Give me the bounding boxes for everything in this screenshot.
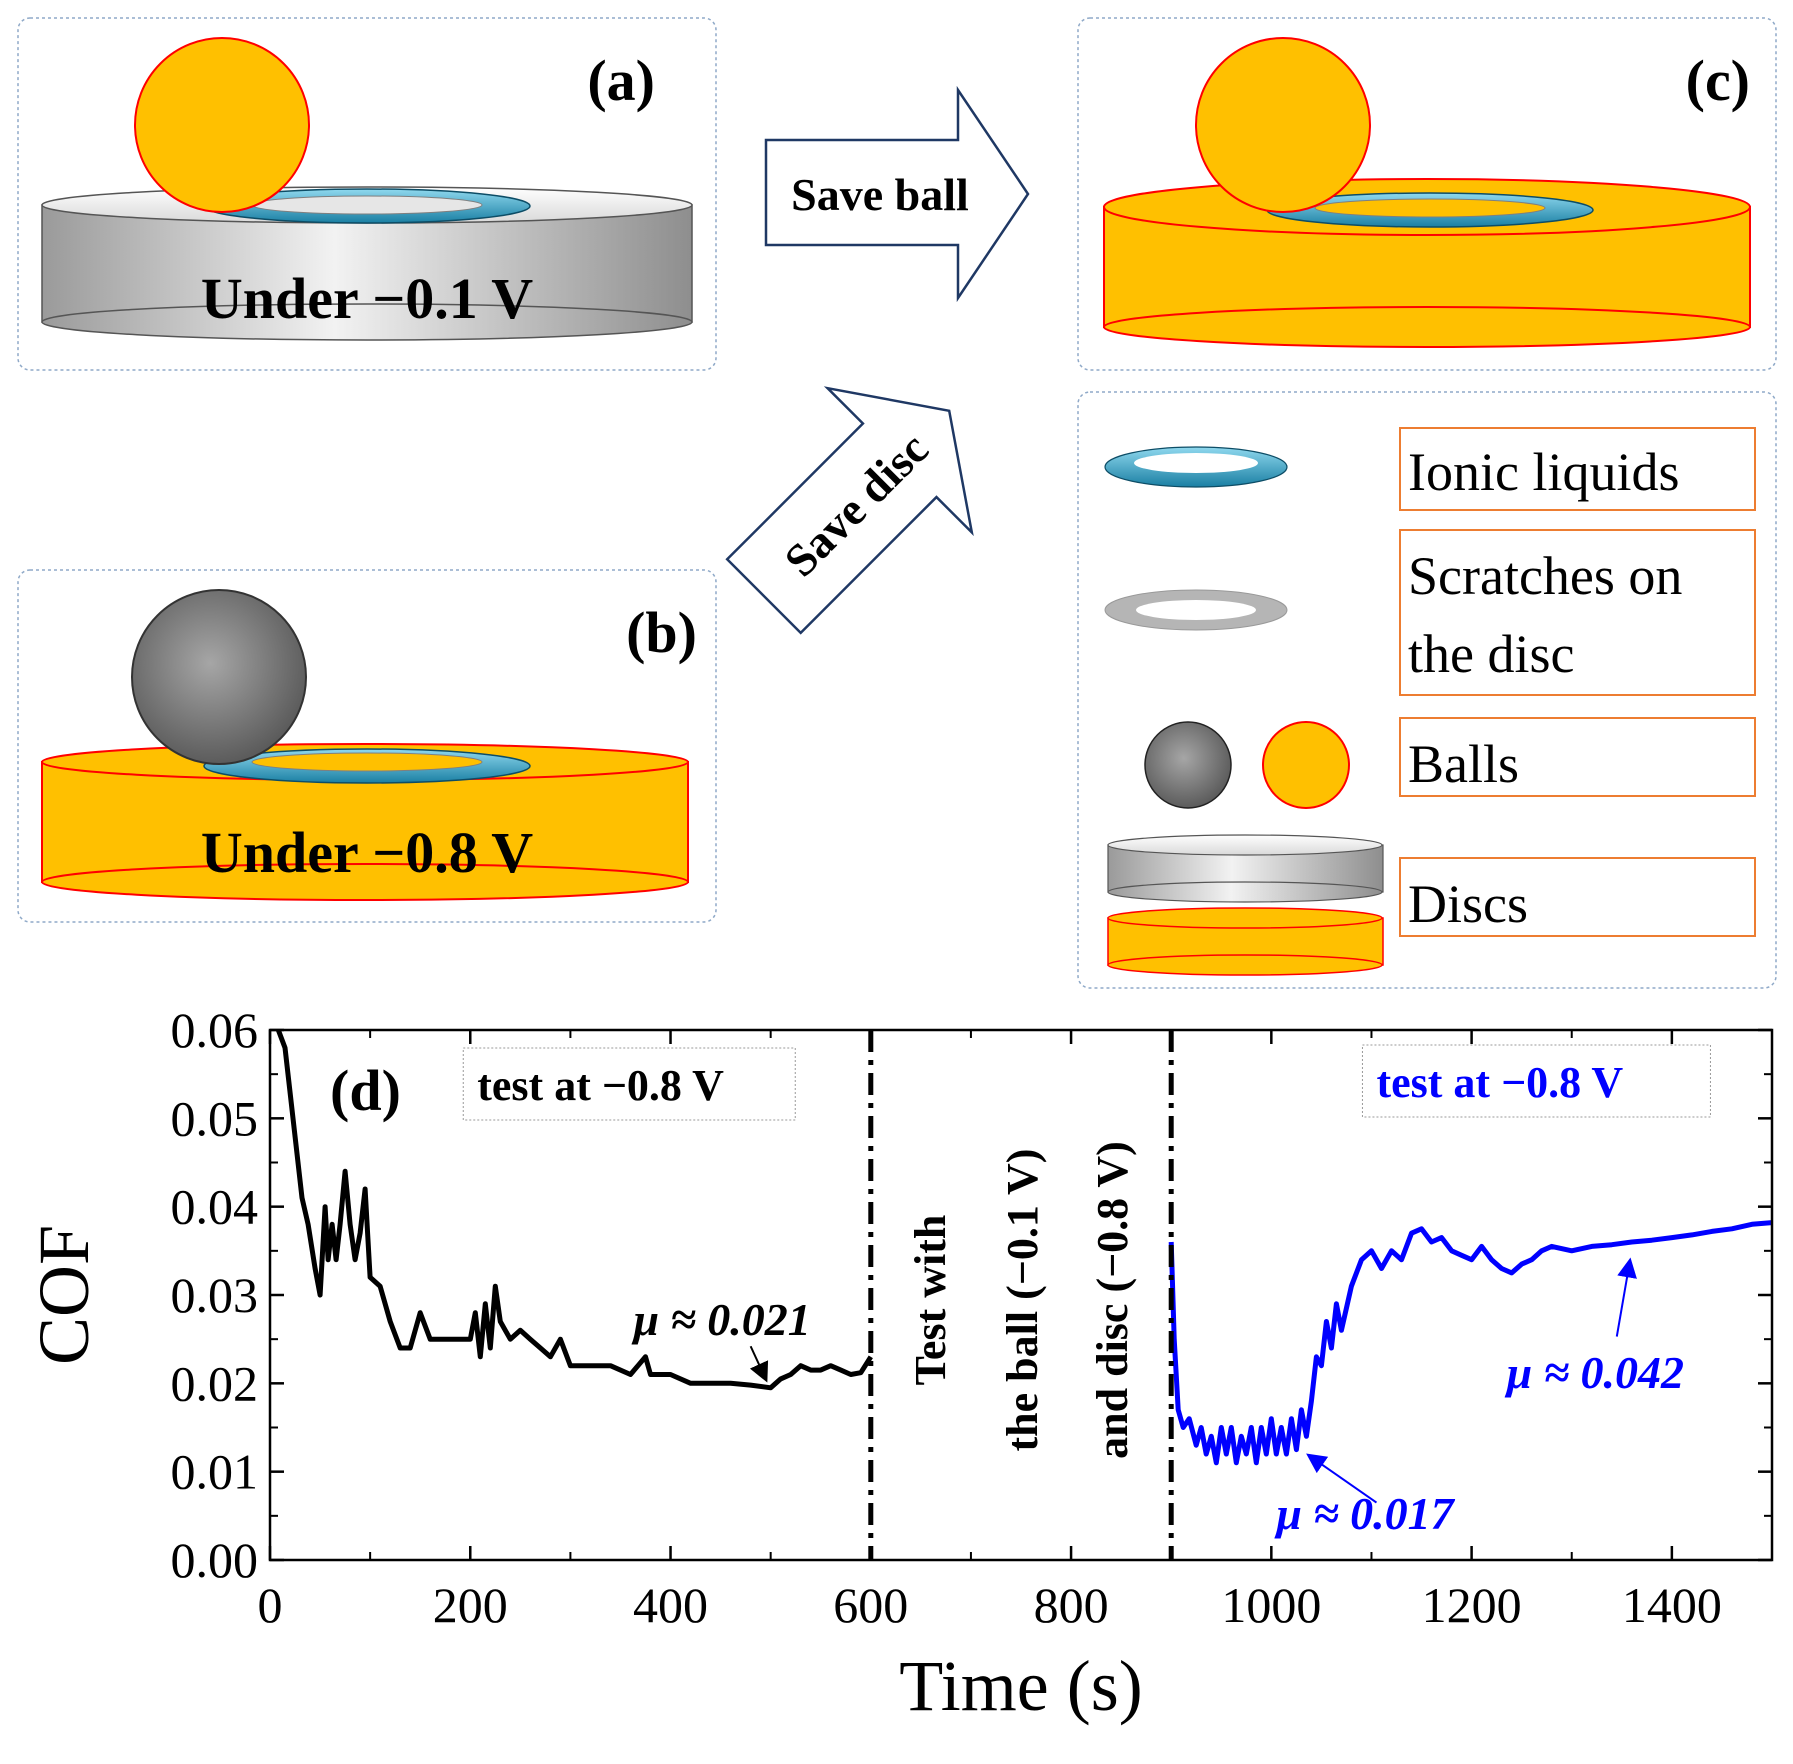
series-line-2: [1168, 1220, 1772, 1466]
grey-ball-icon: [1144, 721, 1232, 809]
y-tick-label: 0.01: [171, 1444, 259, 1500]
y-tick-label: 0.02: [171, 1355, 259, 1411]
y-tick-label: 0.04: [171, 1179, 259, 1235]
panel-b-caption: Under −0.8 V: [201, 820, 533, 885]
legend-balls-label: Balls: [1408, 734, 1519, 794]
legend-scratches-line2: the disc: [1408, 624, 1574, 684]
panel-c-frame: [1077, 17, 1777, 371]
ionic-liquid-ring: [203, 748, 531, 784]
x-tick-label: 0: [258, 1577, 283, 1633]
box-left-label: test at −0.8 V: [477, 1061, 724, 1110]
x-tick-label: 200: [433, 1577, 508, 1633]
box-right: test at −0.8 V: [1361, 1044, 1711, 1118]
panel-b-tag: (b): [626, 600, 697, 665]
y-tick-label: 0.00: [171, 1532, 259, 1588]
panel-a-tag: (a): [587, 48, 655, 113]
ionic-liquid-ring: [1266, 192, 1594, 228]
grey-ball: [131, 589, 307, 765]
middle-text-line2: the ball (−0.1 V): [998, 1149, 1047, 1452]
legend-ionic-liquids: Ionic liquids: [1104, 427, 1756, 511]
legend-frame: [1077, 391, 1777, 989]
annotation-mu-0042: μ ≈ 0.042: [1505, 1347, 1684, 1398]
steel-disc-icon: [1107, 834, 1384, 903]
panel-c-tag: (c): [1686, 48, 1750, 113]
x-tick-label: 1000: [1221, 1577, 1321, 1633]
box-left: test at −0.8 V: [462, 1047, 796, 1121]
annotation-arrow-0: [749, 1345, 769, 1383]
chart-series: [275, 1030, 1772, 1560]
box-right-label: test at −0.8 V: [1376, 1058, 1623, 1107]
save-disc-arrow: Save disc: [725, 386, 974, 635]
panel-a: (a) Under −0.1 V: [17, 17, 717, 371]
legend-panel: Ionic liquids Scratches on the disc Ball…: [1077, 391, 1777, 989]
legend-discs-label: Discs: [1408, 874, 1528, 934]
middle-text-line1: Test with: [906, 1215, 955, 1386]
save-ball-label: Save ball: [791, 169, 969, 220]
gold-disc-icon: [1107, 907, 1384, 976]
annotation-arrow-1: [1306, 1453, 1378, 1504]
x-tick-label: 400: [633, 1577, 708, 1633]
y-axis-label: COF: [24, 1225, 104, 1365]
panel-a-caption: Under −0.1 V: [201, 266, 533, 331]
legend-ionic-label: Ionic liquids: [1408, 442, 1679, 502]
legend-scratches-line1: Scratches on: [1408, 546, 1682, 606]
x-tick-label: 1200: [1422, 1577, 1522, 1633]
panel-d-tag: (d): [330, 1058, 401, 1123]
x-axis-label: Time (s): [899, 1646, 1142, 1726]
panel-b: (b) Under −0.8 V: [17, 569, 717, 923]
ionic-liquid-ring: [203, 188, 531, 224]
middle-text-group: Test with the ball (−0.1 V) and disc (−0…: [906, 1141, 1137, 1459]
y-tick-label: 0.05: [171, 1090, 259, 1146]
panel-c: (c): [1077, 17, 1777, 371]
x-tick-label: 600: [833, 1577, 908, 1633]
panel-b-frame: [17, 569, 717, 923]
cof-chart: 0.00 0.01 0.02 0.03 0.04 0.05 0.06 0 200 400 600 80…: [24, 1002, 1774, 1726]
gold-ball: [134, 37, 310, 213]
annotation-mu-0021: μ ≈ 0.021: [631, 1294, 810, 1345]
save-ball-arrow: Save ball: [764, 85, 1030, 303]
panel-a-frame: [17, 17, 717, 371]
legend-balls: Balls: [1144, 717, 1756, 809]
legend-discs: Discs: [1107, 834, 1756, 976]
middle-text-line3: and disc (−0.8 V): [1088, 1141, 1137, 1459]
legend-scratches: Scratches on the disc: [1104, 529, 1756, 696]
gold-ball: [1195, 37, 1371, 213]
chart-ticks: 0.00 0.01 0.02 0.03 0.04 0.05 0.06 0 200 400 600 80…: [171, 1002, 1773, 1633]
x-tick-label: 800: [1034, 1577, 1109, 1633]
annotation-mu-0017: μ ≈ 0.017: [1274, 1488, 1455, 1539]
x-tick-label: 1400: [1622, 1577, 1722, 1633]
annotation-arrow-2: [1615, 1257, 1637, 1337]
y-tick-label: 0.03: [171, 1267, 259, 1323]
gold-ball-icon: [1262, 721, 1350, 809]
y-tick-label: 0.06: [171, 1002, 259, 1058]
series-line-1: [275, 1030, 873, 1391]
plot-frame: [268, 1028, 1774, 1562]
